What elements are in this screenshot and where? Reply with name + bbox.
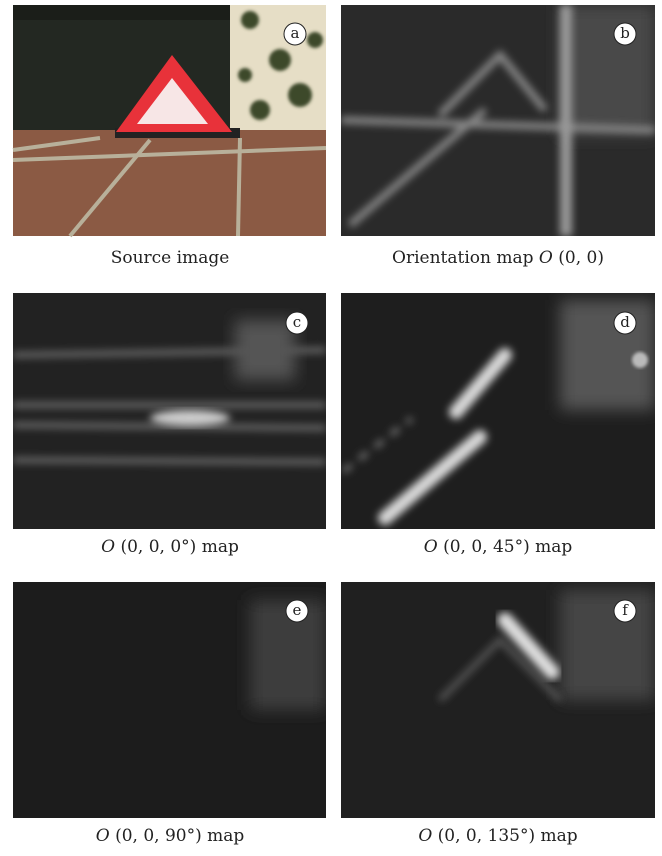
caption-text: (0, 0, 135°) map xyxy=(432,826,577,846)
caption: Source image xyxy=(13,248,327,268)
caption-text: (0, 0, 45°) map xyxy=(438,537,573,557)
caption: O (0, 0, 90°) map xyxy=(13,826,327,846)
caption: Orientation map O (0, 0) xyxy=(341,248,655,268)
map-45deg xyxy=(341,293,655,529)
panel-label: e xyxy=(293,601,302,619)
caption: O (0, 0, 0°) map xyxy=(13,537,327,557)
caption-text: O xyxy=(424,537,438,557)
caption-text: O xyxy=(539,248,553,268)
caption-text: O xyxy=(418,826,432,846)
map-90deg xyxy=(13,582,326,818)
orientation-map xyxy=(341,5,655,236)
caption-text: (0, 0, 0°) map xyxy=(115,537,239,557)
panels: a b c d e f xyxy=(0,0,662,856)
caption: O (0, 0, 45°) map xyxy=(341,537,655,557)
map-0deg xyxy=(13,293,326,529)
panel-label: d xyxy=(620,313,630,331)
panel-label: c xyxy=(293,313,301,331)
figure: a b c d e f Source image Orientation map… xyxy=(0,0,662,856)
caption-text: Source image xyxy=(111,248,230,268)
caption: O (0, 0, 135°) map xyxy=(341,826,655,846)
caption-text: (0, 0) xyxy=(553,248,604,268)
source-image xyxy=(13,5,326,236)
panel-label: a xyxy=(291,24,300,42)
caption-text: (0, 0, 90°) map xyxy=(110,826,245,846)
caption-text: Orientation map xyxy=(392,248,539,268)
panel-label: b xyxy=(620,24,630,42)
map-135deg xyxy=(341,582,655,818)
caption-text: O xyxy=(101,537,115,557)
caption-text: O xyxy=(96,826,110,846)
